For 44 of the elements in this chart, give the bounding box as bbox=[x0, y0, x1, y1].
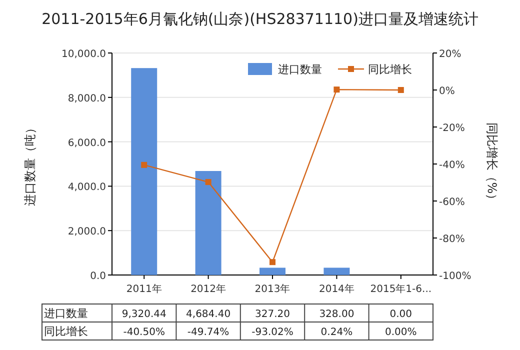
legend-label: 进口数量 bbox=[278, 63, 322, 76]
data-label: 0.24% bbox=[320, 327, 353, 338]
point bbox=[141, 162, 148, 168]
data-label: -40.50% bbox=[123, 327, 165, 338]
bar bbox=[260, 268, 286, 275]
bar bbox=[324, 268, 350, 275]
chart-title: 2011-2015年6月氰化钠(山奈)(HS28371110)进口量及增速统计 bbox=[42, 10, 478, 28]
y-tick-label: 6,000.0 bbox=[68, 138, 106, 149]
bar bbox=[131, 68, 158, 275]
x-tick-label: 2012年 bbox=[190, 283, 226, 295]
y2-tick-label: -60% bbox=[439, 197, 465, 208]
y2-tick-label: -40% bbox=[439, 160, 465, 171]
y-tick-label: 2,000.0 bbox=[68, 226, 106, 238]
bar bbox=[195, 171, 222, 275]
text: 进口数量 bbox=[44, 307, 88, 320]
point bbox=[270, 259, 276, 266]
text: 同比增长 bbox=[44, 325, 88, 338]
x-tick-label: 2015年1-6... bbox=[370, 283, 432, 295]
y-tick-label: 10,000.0 bbox=[61, 49, 106, 60]
x-tick-label: 2013年 bbox=[254, 283, 290, 295]
data-label: 4,684.40 bbox=[186, 309, 231, 320]
y2-axis-title: 同比增长（%） bbox=[485, 122, 499, 206]
y2-tick-label: 0% bbox=[439, 86, 455, 97]
y2-tick-label: 20% bbox=[439, 49, 462, 60]
data-label: 328.00 bbox=[319, 309, 354, 320]
point bbox=[398, 87, 404, 93]
x-tick-label: 2011年 bbox=[126, 283, 162, 295]
data-label: 0.00% bbox=[385, 327, 417, 338]
data-label: -49.74% bbox=[187, 327, 230, 338]
y-tick-label: 8,000.0 bbox=[68, 93, 106, 104]
data-label: 9,320.44 bbox=[122, 309, 166, 320]
y-axis-title: 进口数量（吨） bbox=[23, 122, 37, 206]
x-tick-label: 2014年 bbox=[318, 283, 354, 295]
point bbox=[334, 86, 340, 93]
y-tick-label: 0.0 bbox=[90, 271, 106, 282]
data-label: 327.20 bbox=[255, 309, 290, 320]
y2-tick-label: -80% bbox=[439, 234, 465, 245]
legend-label: 同比增长 bbox=[368, 63, 412, 76]
y-tick-label: 4,000.0 bbox=[68, 182, 106, 194]
y2-tick-label: -100% bbox=[439, 271, 472, 282]
y2-tick-label: -20% bbox=[439, 123, 465, 134]
data-label: -93.02% bbox=[252, 327, 294, 338]
data-label: 0.00 bbox=[390, 309, 412, 320]
point bbox=[205, 179, 212, 186]
